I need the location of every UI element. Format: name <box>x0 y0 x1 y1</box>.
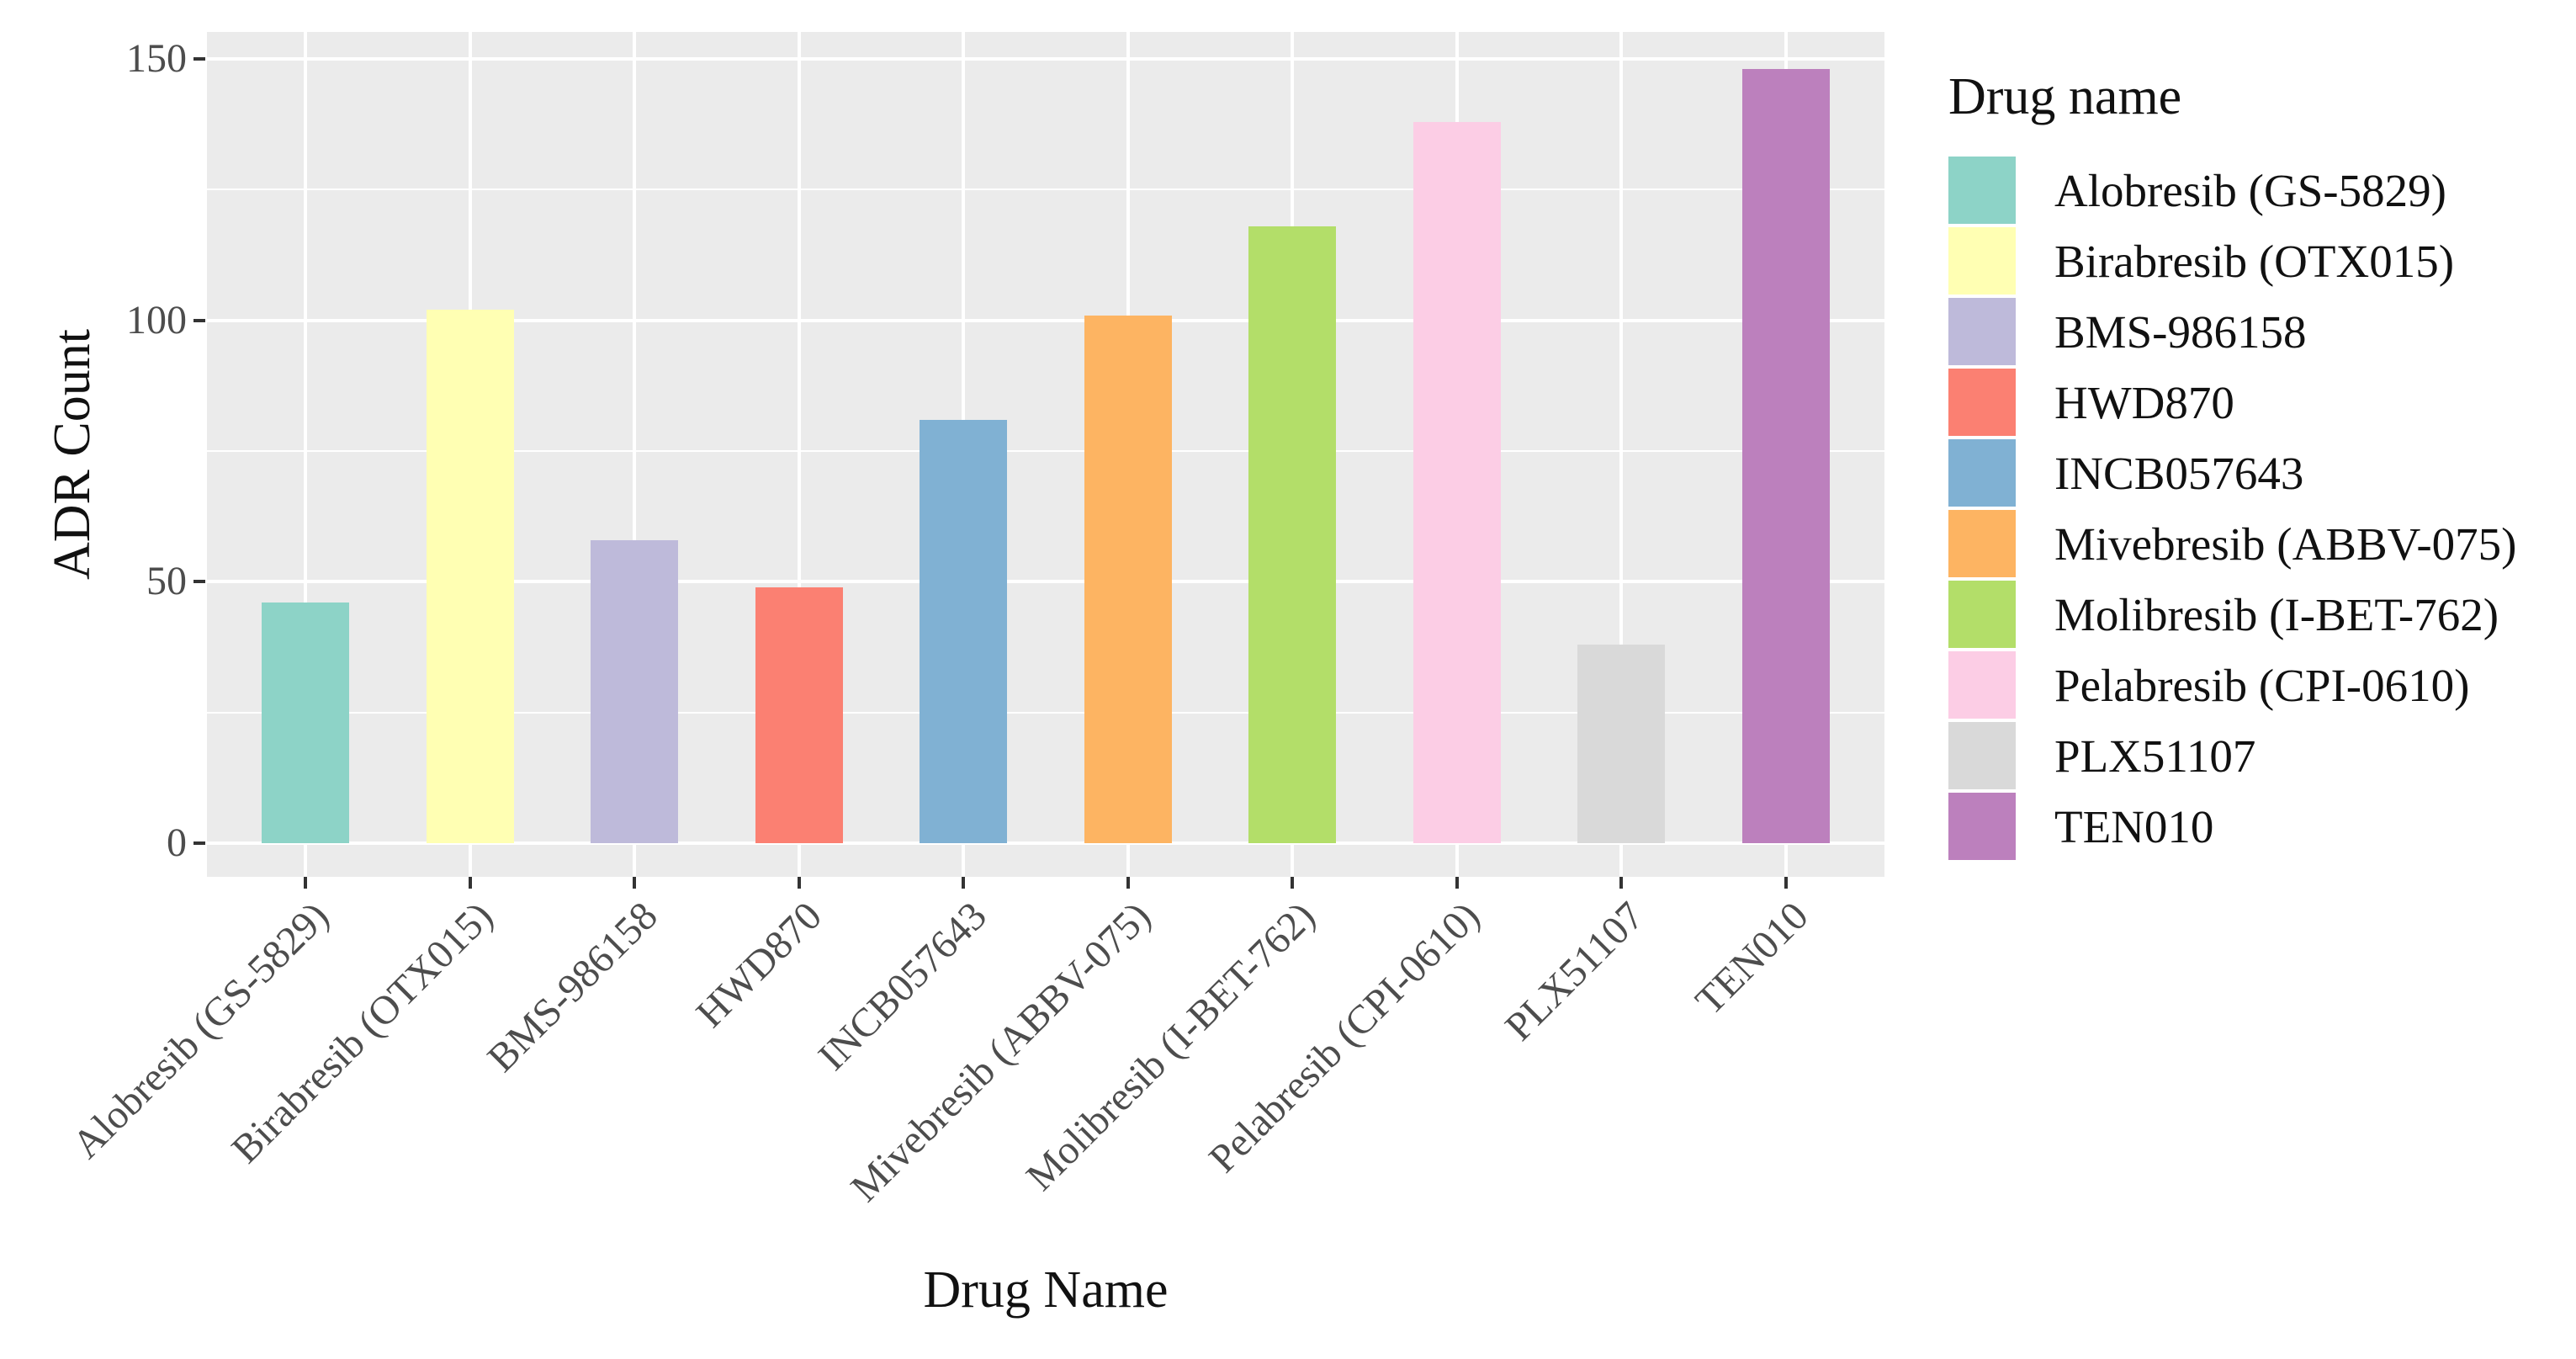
x-tick-label-bms-986158: BMS-986158 <box>479 893 666 1081</box>
legend-title: Drug name <box>1948 68 2182 125</box>
legend-label-mivebresib-abbv-075: Mivebresib (ABBV-075) <box>2054 518 2517 570</box>
x-tick-ten010 <box>1784 877 1788 889</box>
gridline-major-y-0 <box>207 841 1884 845</box>
gridline-major-x-alobresib-gs-5829 <box>304 32 308 877</box>
x-tick-birabresib-otx015 <box>468 877 472 889</box>
x-tick-plx51107 <box>1619 877 1624 889</box>
bar-ten010 <box>1741 69 1830 843</box>
y-axis-title: ADR Count <box>44 329 101 580</box>
legend-swatch-plx51107 <box>1948 722 2016 789</box>
gridline-major-y-50 <box>207 580 1884 584</box>
y-tick-label-150: 150 <box>126 36 187 82</box>
legend-label-ten010: TEN010 <box>2054 800 2214 852</box>
y-tick-label-50: 50 <box>146 559 187 604</box>
y-tick-50 <box>193 580 205 584</box>
legend-items: Alobresib (GS-5829) Birabresib (OTX015) BM… <box>1948 157 2516 863</box>
legend-swatch-incb057643 <box>1948 439 2016 507</box>
legend-item-alobresib-gs-5829: Alobresib (GS-5829) <box>1948 157 2516 224</box>
bar-molibresib-i-bet-762 <box>1248 226 1337 843</box>
legend-swatch-bms-986158 <box>1948 298 2016 365</box>
legend-label-bms-986158: BMS-986158 <box>2054 305 2307 358</box>
legend-swatch-pelabresib-cpi-0610 <box>1948 651 2016 719</box>
legend-swatch-molibresib-i-bet-762 <box>1948 581 2016 648</box>
legend-swatch-birabresib-otx015 <box>1948 227 2016 295</box>
x-tick-alobresib-gs-5829 <box>304 877 308 889</box>
bar-incb057643 <box>920 419 1008 843</box>
bar-hwd870 <box>755 587 843 843</box>
bar-bms-986158 <box>591 539 679 843</box>
y-tick-label-100: 100 <box>126 297 187 342</box>
x-tick-molibresib-i-bet-762 <box>1291 877 1295 889</box>
x-tick-label-hwd870: HWD870 <box>687 893 831 1037</box>
x-tick-mivebresib-abbv-075 <box>1126 877 1130 889</box>
legend-item-ten010: TEN010 <box>1948 793 2516 860</box>
bar-pelabresib-cpi-0610 <box>1413 121 1501 843</box>
x-tick-label-pelabresib-cpi-0610: Pelabresib (CPI-0610) <box>1201 893 1489 1181</box>
bar-plx51107 <box>1577 644 1666 843</box>
legend-swatch-alobresib-gs-5829 <box>1948 157 2016 224</box>
legend-label-alobresib-gs-5829: Alobresib (GS-5829) <box>2054 164 2446 216</box>
gridline-minor-y-125 <box>207 188 1884 191</box>
x-tick-label-molibresib-i-bet-762: Molibresib (I-BET-762) <box>1018 893 1324 1200</box>
legend-swatch-ten010 <box>1948 793 2016 860</box>
x-tick-label-ten010: TEN010 <box>1687 893 1818 1024</box>
gridline-minor-y-25 <box>207 711 1884 714</box>
legend-item-molibresib-i-bet-762: Molibresib (I-BET-762) <box>1948 581 2516 648</box>
x-tick-incb057643 <box>962 877 966 889</box>
legend-label-plx51107: PLX51107 <box>2054 730 2256 782</box>
gridline-major-y-100 <box>207 318 1884 322</box>
x-axis-title: Drug Name <box>923 1261 1169 1319</box>
legend-swatch-hwd870 <box>1948 369 2016 436</box>
x-tick-label-plx51107: PLX51107 <box>1497 893 1653 1050</box>
gridline-major-y-150 <box>207 57 1884 61</box>
x-tick-bms-986158 <box>633 877 637 889</box>
bar-birabresib-otx015 <box>426 310 514 843</box>
gridline-major-x-bms-986158 <box>633 32 637 877</box>
gridline-minor-y-75 <box>207 450 1884 453</box>
gridline-major-x-hwd870 <box>797 32 801 877</box>
bar-alobresib-gs-5829 <box>262 603 350 843</box>
legend-item-birabresib-otx015: Birabresib (OTX015) <box>1948 227 2516 295</box>
x-tick-label-mivebresib-abbv-075: Mivebresib (ABBV-075) <box>842 893 1160 1211</box>
legend-item-plx51107: PLX51107 <box>1948 722 2516 789</box>
legend-swatch-mivebresib-abbv-075 <box>1948 510 2016 577</box>
legend-label-birabresib-otx015: Birabresib (OTX015) <box>2054 235 2455 287</box>
legend-item-mivebresib-abbv-075: Mivebresib (ABBV-075) <box>1948 510 2516 577</box>
legend-label-pelabresib-cpi-0610: Pelabresib (CPI-0610) <box>2054 659 2470 711</box>
y-tick-100 <box>193 318 205 322</box>
x-tick-label-incb057643: INCB057643 <box>809 893 995 1080</box>
y-tick-150 <box>193 57 205 61</box>
legend-item-bms-986158: BMS-986158 <box>1948 298 2516 365</box>
legend: Drug name Alobresib (GS-5829) Birabresib … <box>1948 68 2516 860</box>
legend-label-hwd870: HWD870 <box>2054 376 2234 428</box>
x-tick-hwd870 <box>797 877 801 889</box>
legend-item-pelabresib-cpi-0610: Pelabresib (CPI-0610) <box>1948 651 2516 719</box>
legend-label-molibresib-i-bet-762: Molibresib (I-BET-762) <box>2054 588 2499 640</box>
y-tick-label-0: 0 <box>167 820 187 865</box>
bar-mivebresib-abbv-075 <box>1084 315 1172 843</box>
plot-panel <box>207 32 1884 877</box>
legend-item-hwd870: HWD870 <box>1948 369 2516 436</box>
legend-label-incb057643: INCB057643 <box>2054 447 2304 499</box>
legend-item-incb057643: INCB057643 <box>1948 439 2516 507</box>
gridline-major-x-plx51107 <box>1619 32 1624 877</box>
y-tick-0 <box>193 841 205 845</box>
x-tick-pelabresib-cpi-0610 <box>1455 877 1459 889</box>
